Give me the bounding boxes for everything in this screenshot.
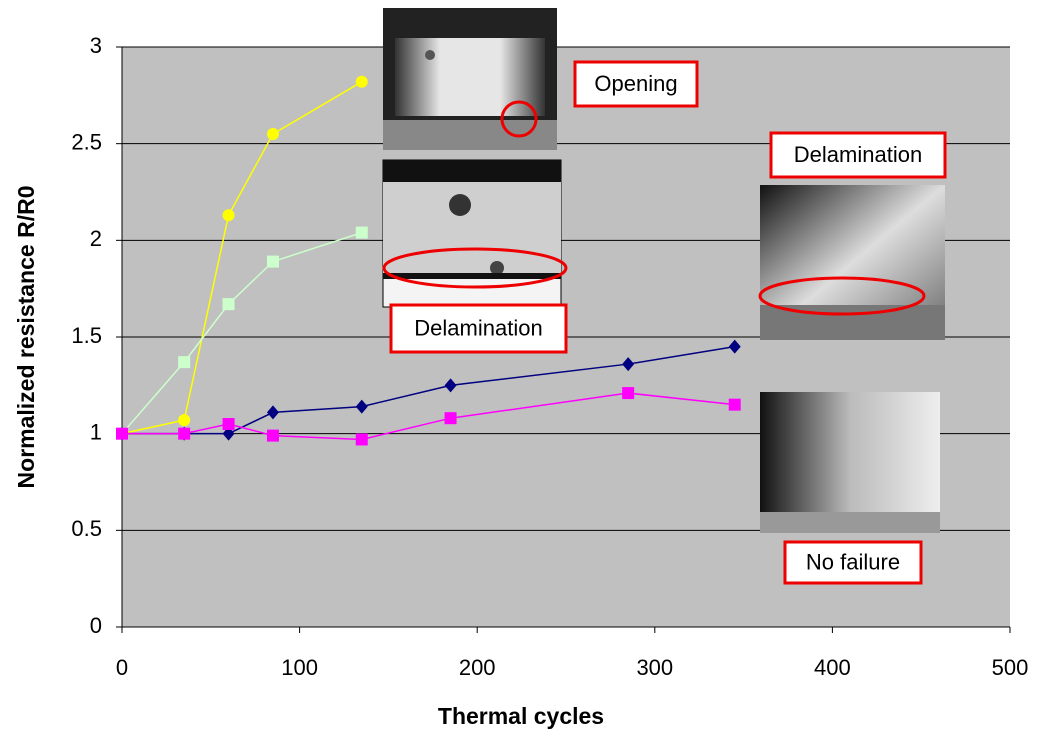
micrograph-no-failure (760, 392, 940, 533)
y-tick-label: 3 (90, 33, 102, 58)
point (356, 433, 368, 445)
point (622, 387, 634, 399)
annotation: No failure (806, 549, 900, 574)
x-tick-label: 0 (116, 655, 128, 680)
point (445, 412, 457, 424)
x-tick-label: 100 (281, 655, 318, 680)
y-tick-label: 2.5 (71, 129, 102, 154)
micrograph-opening (383, 8, 557, 150)
point (267, 128, 279, 140)
point (356, 227, 368, 239)
point (267, 430, 279, 442)
point (267, 256, 279, 268)
micrograph-delamination-1 (383, 160, 566, 307)
annotation: Delamination (414, 315, 542, 340)
y-tick-label: 1.5 (71, 323, 102, 348)
x-tick-label: 400 (814, 655, 851, 680)
point (223, 298, 235, 310)
x-axis-label: Thermal cycles (438, 703, 604, 729)
x-tick-label: 200 (459, 655, 496, 680)
y-tick-label: 1 (90, 419, 102, 444)
x-tick-label: 500 (992, 655, 1029, 680)
y-axis-label: Normalized resistance R/R0 (13, 186, 39, 489)
y-tick-label: 0 (90, 613, 102, 638)
y-tick-label: 0.5 (71, 516, 102, 541)
point (356, 76, 368, 88)
annotation: Opening (594, 71, 677, 96)
chart: 0 0.5 1 1.5 2 2.5 3 0 100 200 300 400 500 Thermal cyc… (0, 0, 1039, 738)
point (223, 209, 235, 221)
point (223, 418, 235, 430)
point (178, 428, 190, 440)
point (178, 356, 190, 368)
y-tick-label: 2 (90, 226, 102, 251)
annotation: Delamination (794, 142, 922, 167)
point (729, 399, 741, 411)
micrograph-delamination-2 (760, 185, 945, 340)
point (116, 428, 128, 440)
point (178, 414, 190, 426)
x-tick-label: 300 (636, 655, 673, 680)
